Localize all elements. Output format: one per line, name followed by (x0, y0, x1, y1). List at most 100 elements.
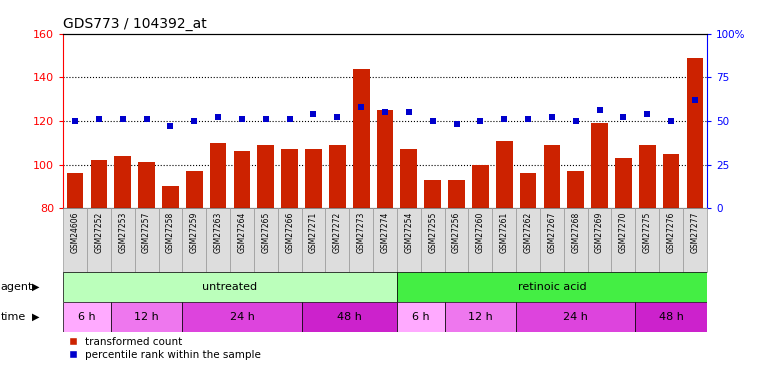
Text: GSM27271: GSM27271 (309, 211, 318, 253)
Text: ▶: ▶ (32, 312, 40, 322)
Bar (230, 208, 254, 272)
Bar (472, 165, 489, 208)
Point (116, 116, 129, 122)
Text: GSM27252: GSM27252 (95, 211, 103, 253)
Point (140, 116, 152, 122)
Text: 6 h: 6 h (412, 312, 430, 322)
Bar (159, 208, 182, 272)
Text: retinoic acid: retinoic acid (517, 282, 586, 292)
Point (403, 109, 415, 115)
Bar (63, 302, 111, 332)
Bar (111, 208, 135, 272)
Bar (683, 208, 707, 272)
Text: GSM24606: GSM24606 (71, 211, 79, 253)
Text: GSM27266: GSM27266 (285, 211, 294, 253)
Bar (516, 208, 540, 272)
Bar (567, 171, 584, 208)
Bar (492, 208, 516, 272)
Bar (663, 154, 679, 208)
Bar (63, 272, 397, 302)
Text: GSM27275: GSM27275 (643, 211, 651, 253)
Bar (182, 208, 206, 272)
Text: GSM27277: GSM27277 (691, 211, 699, 253)
Bar (400, 149, 417, 208)
Bar (111, 302, 182, 332)
Point (498, 116, 511, 122)
Point (331, 114, 343, 120)
Bar (544, 145, 561, 208)
Bar (420, 208, 444, 272)
Text: 12 h: 12 h (468, 312, 493, 322)
Bar (635, 302, 707, 332)
Bar (687, 58, 703, 208)
Text: GSM27259: GSM27259 (189, 211, 199, 253)
Bar (659, 208, 683, 272)
Bar (615, 158, 631, 208)
Text: untreated: untreated (203, 282, 258, 292)
Point (283, 116, 296, 122)
Bar (350, 208, 373, 272)
Bar (302, 302, 397, 332)
Point (259, 116, 272, 122)
Point (570, 118, 582, 124)
Bar (588, 208, 611, 272)
Bar (397, 272, 707, 302)
Bar (209, 143, 226, 208)
Text: GSM27269: GSM27269 (595, 211, 604, 253)
Bar (424, 180, 441, 208)
Text: GSM27276: GSM27276 (667, 211, 675, 253)
Text: GDS773 / 104392_at: GDS773 / 104392_at (63, 17, 207, 32)
Text: GSM27255: GSM27255 (428, 211, 437, 253)
Bar (257, 145, 274, 208)
Bar (67, 173, 83, 208)
Bar (329, 145, 346, 208)
Bar (326, 208, 350, 272)
Point (689, 97, 701, 103)
Point (618, 114, 630, 120)
Text: GSM27258: GSM27258 (166, 211, 175, 253)
Bar (254, 208, 278, 272)
Bar (281, 149, 298, 208)
Text: GSM27265: GSM27265 (261, 211, 270, 253)
Point (522, 116, 534, 122)
Text: GSM27267: GSM27267 (547, 211, 557, 253)
Text: GSM27254: GSM27254 (404, 211, 413, 253)
Text: GSM27263: GSM27263 (213, 211, 223, 253)
Bar (639, 145, 655, 208)
Text: 24 h: 24 h (229, 312, 254, 322)
Point (355, 104, 367, 110)
Text: agent: agent (1, 282, 33, 292)
Bar (373, 208, 397, 272)
Point (594, 108, 606, 114)
Bar (540, 208, 564, 272)
Bar (496, 141, 513, 208)
Bar (520, 173, 537, 208)
Bar (564, 208, 588, 272)
Text: GSM27270: GSM27270 (619, 211, 628, 253)
Point (450, 122, 463, 128)
Text: 24 h: 24 h (564, 312, 588, 322)
Bar (115, 156, 131, 208)
Point (69, 118, 81, 124)
Bar (162, 186, 179, 208)
Bar (278, 208, 302, 272)
Bar (353, 69, 370, 208)
Text: ▶: ▶ (32, 282, 40, 292)
Point (546, 114, 558, 120)
Text: GSM27257: GSM27257 (142, 211, 151, 253)
Bar (377, 110, 393, 208)
Bar (448, 180, 465, 208)
Bar (302, 208, 326, 272)
Text: GSM27256: GSM27256 (452, 211, 461, 253)
Bar (611, 208, 635, 272)
Point (92, 116, 105, 122)
Bar (305, 149, 322, 208)
Point (164, 123, 176, 129)
Text: 12 h: 12 h (134, 312, 159, 322)
Text: 6 h: 6 h (79, 312, 95, 322)
Bar (444, 302, 516, 332)
Point (474, 118, 487, 124)
Text: GSM27264: GSM27264 (237, 211, 246, 253)
Text: time: time (1, 312, 26, 322)
Text: GSM27274: GSM27274 (380, 211, 390, 253)
